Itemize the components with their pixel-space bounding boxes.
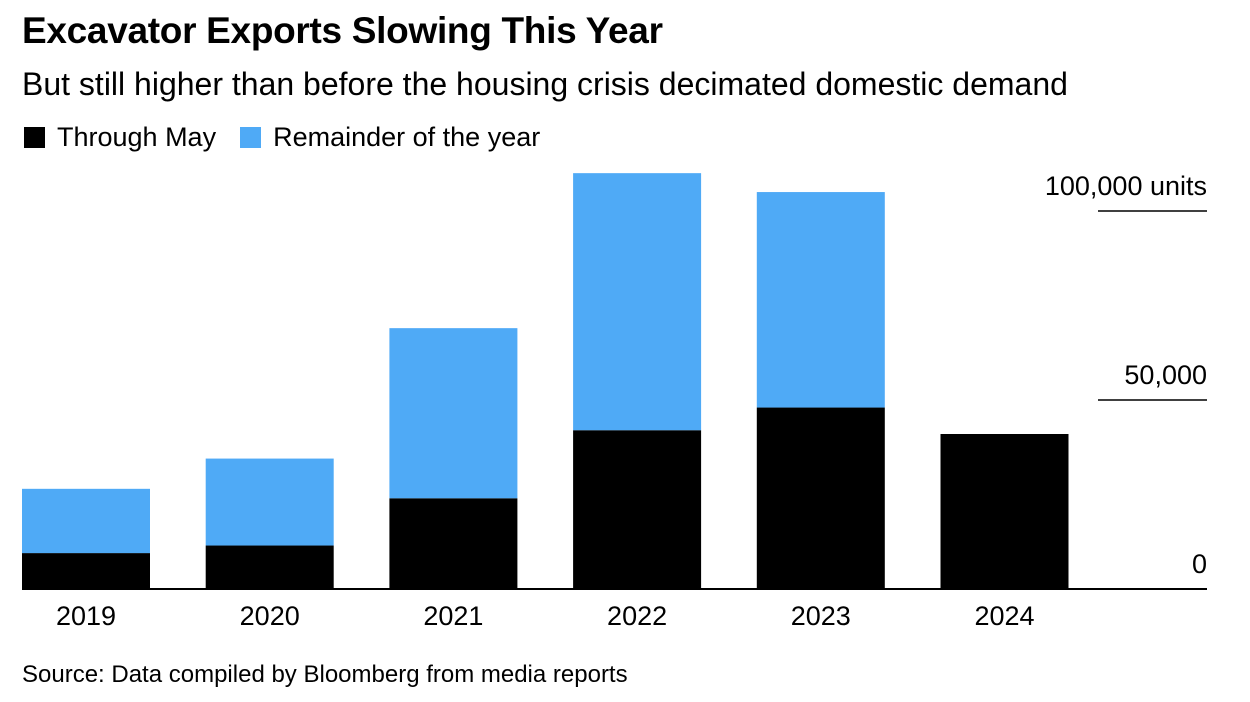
y-tick-label-0: 0 — [1192, 549, 1207, 579]
chart-subtitle: But still higher than before the housing… — [22, 66, 1068, 102]
chart-title: Excavator Exports Slowing This Year — [22, 10, 663, 51]
x-tick-label-2019: 2019 — [56, 601, 116, 631]
y-tick-label-2: 100,000 units — [1045, 171, 1207, 201]
legend: Through May Remainder of the year — [24, 120, 564, 154]
bar-2023-series-0 — [756, 407, 885, 589]
bar-2020-series-1 — [205, 458, 334, 546]
y-tick-label-1: 50,000 — [1124, 360, 1207, 390]
legend-item-remainder: Remainder of the year — [240, 122, 540, 153]
bar-2024-series-0 — [940, 434, 1069, 589]
bar-2019-series-1 — [22, 488, 150, 554]
legend-swatch-through-may — [24, 126, 45, 148]
bar-2021-series-0 — [389, 498, 518, 589]
legend-swatch-remainder — [240, 126, 262, 148]
x-tick-label-2022: 2022 — [607, 601, 667, 631]
bar-2022-series-1 — [573, 173, 702, 431]
bar-2023-series-1 — [756, 192, 885, 408]
bar-2021-series-1 — [389, 328, 518, 499]
bar-2019-series-0 — [22, 553, 150, 589]
x-tick-label-2021: 2021 — [423, 601, 483, 631]
bar-2022-series-0 — [573, 430, 702, 589]
bar-2020-series-0 — [205, 545, 334, 589]
x-tick-label-2020: 2020 — [240, 601, 300, 631]
legend-label-through-may: Through May — [57, 121, 217, 152]
source-note: Source: Data compiled by Bloomberg from … — [22, 661, 628, 688]
x-tick-label-2023: 2023 — [791, 601, 851, 631]
legend-item-through-may: Through May — [24, 122, 216, 153]
legend-label-remainder: Remainder of the year — [273, 121, 541, 152]
x-tick-label-2024: 2024 — [974, 601, 1034, 631]
